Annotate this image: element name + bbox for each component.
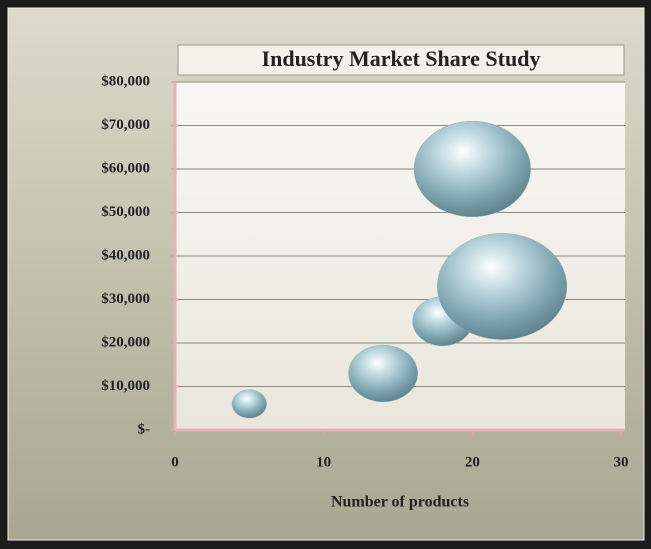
y-tick-label: $80,000 <box>101 73 150 89</box>
x-tick-label: 10 <box>316 454 331 470</box>
y-tick-label: $30,000 <box>101 291 150 307</box>
y-tick-label: $- <box>138 421 151 437</box>
bubble <box>348 344 419 403</box>
y-tick-label: $20,000 <box>101 334 150 350</box>
y-tick-label: $70,000 <box>101 117 150 133</box>
y-tick-label: $50,000 <box>101 204 150 220</box>
bubble <box>413 120 531 218</box>
x-axis-label: Number of products <box>331 494 469 511</box>
bubble <box>231 389 267 419</box>
x-tick-label: 0 <box>171 454 179 470</box>
chart-title: Industry Market Share Study <box>262 46 541 71</box>
bubble <box>437 233 568 340</box>
x-tick-label: 20 <box>465 454 480 470</box>
x-tick-label: 30 <box>614 454 629 470</box>
y-tick-label: $60,000 <box>101 160 150 176</box>
y-tick-label: $40,000 <box>101 247 150 263</box>
y-tick-label: $10,000 <box>101 378 150 394</box>
title-box <box>177 44 625 76</box>
